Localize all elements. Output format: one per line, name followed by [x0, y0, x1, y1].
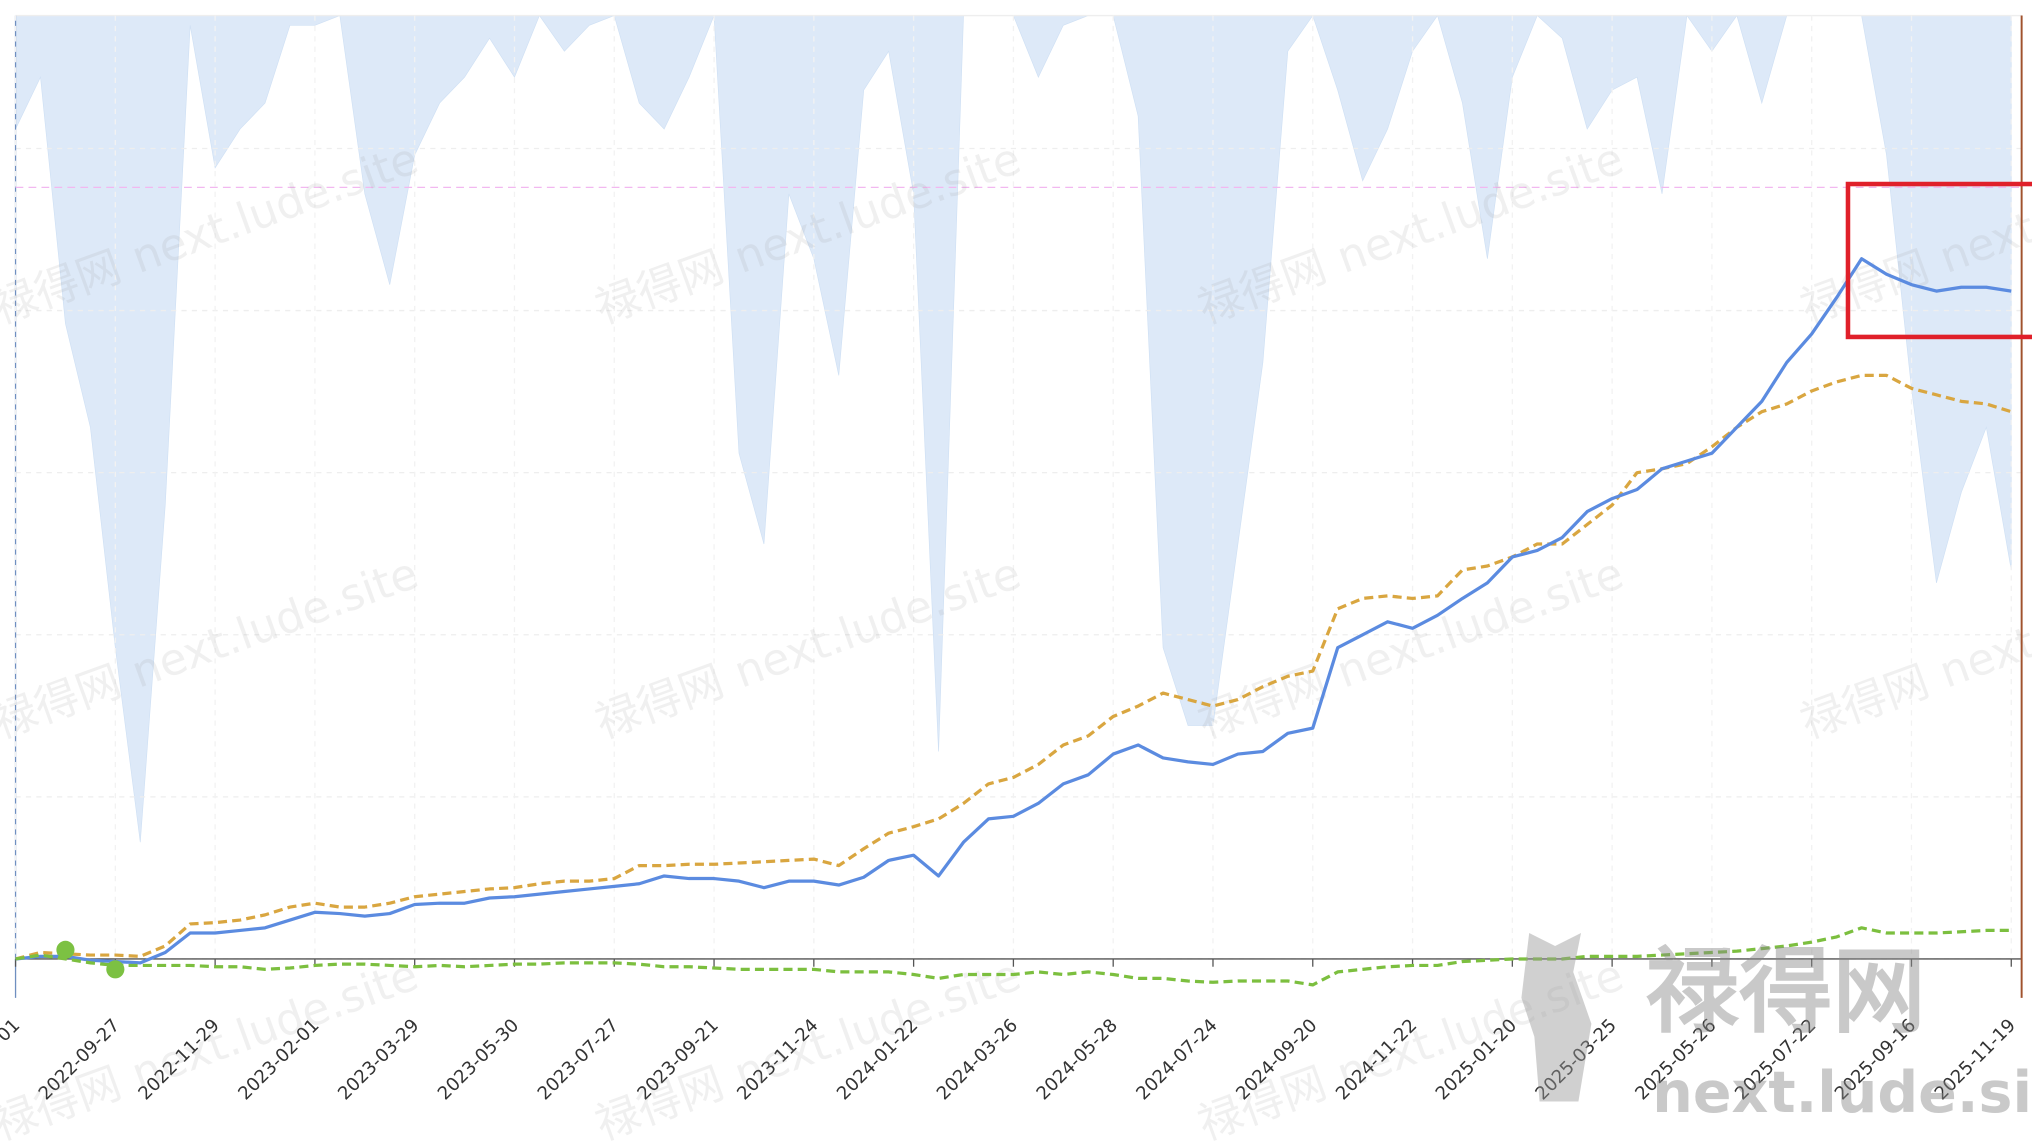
x-tick-label: 2024-05-28 [1033, 1015, 1122, 1104]
drawdown-area [15, 14, 2012, 843]
logo-icon [1521, 933, 1592, 1102]
watermark-brand: 禄得网 [589, 656, 731, 749]
x-tick-label: 2023-03-29 [334, 1015, 423, 1104]
watermark-site: next.lude.site [728, 548, 1028, 699]
logo-brand: 禄得网 [1646, 938, 1926, 1047]
watermark-site: next.lude.site [125, 548, 425, 699]
watermark: 禄得网next.lude.site [1192, 548, 1630, 749]
logo-site: next.lude.site [1652, 1060, 2032, 1126]
watermark: 禄得网next.lude.site [0, 950, 425, 1143]
watermark-brand: 禄得网 [0, 656, 128, 749]
watermark: 禄得网next.lude.site [589, 950, 1027, 1143]
area-layer [15, 14, 2012, 843]
highlight-box [1845, 181, 2032, 340]
lines-layer [15, 257, 2012, 987]
watermark-brand: 禄得网 [1794, 656, 1936, 749]
watermark: 禄得网next.lude.site [0, 548, 425, 749]
watermark: 禄得网next.lude.site [589, 548, 1027, 749]
x-tick-label: 2024-03-26 [933, 1015, 1022, 1104]
watermark: 禄得网next.lude.site [1794, 548, 2032, 749]
watermark-brand: 禄得网 [589, 241, 731, 334]
x-tick-label: 2023-05-30 [434, 1015, 523, 1104]
x-tick-label: 2024-07-24 [1132, 1015, 1221, 1104]
watermark-site: next.lude.site [1933, 548, 2032, 699]
series-line [15, 373, 2012, 961]
marker-point [106, 960, 125, 979]
logo: 禄得网 next.lude.site [1521, 933, 2032, 1126]
series-line [15, 926, 2012, 987]
series-line [15, 257, 2012, 965]
x-tick-label: 2023-07-27 [534, 1015, 623, 1104]
marker-point [56, 940, 75, 959]
x-tick-label: 01 [0, 1015, 24, 1046]
watermark-site: next.lude.site [1330, 548, 1630, 699]
